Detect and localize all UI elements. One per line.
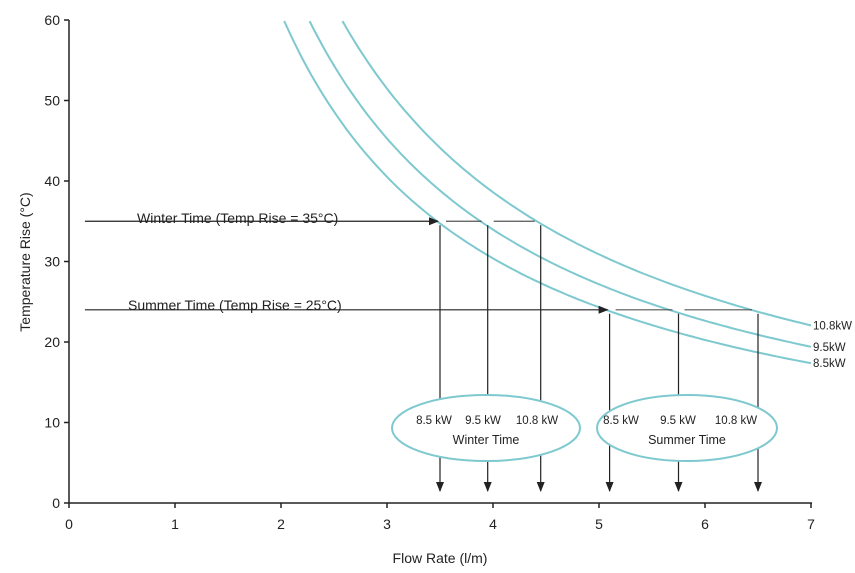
x-axis-title: Flow Rate (l/m) bbox=[393, 550, 488, 566]
y-ticks: 0 10 20 30 40 50 60 bbox=[44, 12, 69, 511]
x-tick-label: 3 bbox=[383, 516, 391, 532]
winter-oval-group: 8.5 kW 9.5 kW 10.8 kW Winter Time bbox=[391, 394, 581, 462]
x-tick-label: 6 bbox=[701, 516, 709, 532]
y-tick-label: 60 bbox=[44, 12, 60, 28]
winter-oval-label-108: 10.8 kW bbox=[516, 415, 558, 427]
x-tick-label: 0 bbox=[65, 516, 73, 532]
series-line-10.8kW bbox=[341, 20, 812, 327]
series-end-label: 9.5kW bbox=[813, 342, 846, 354]
summer-annotation-label: Summer Time (Temp Rise = 25°C) bbox=[128, 297, 342, 313]
series-curves: 8.5kW 9.5kW 10.8kW bbox=[283, 20, 852, 370]
series-end-label: 10.8kW bbox=[813, 320, 852, 332]
y-tick-label: 0 bbox=[52, 495, 60, 511]
summer-oval-label-85: 8.5 kW bbox=[603, 415, 639, 427]
summer-oval bbox=[596, 394, 778, 462]
y-tick-label: 10 bbox=[44, 415, 60, 431]
x-tick-label: 4 bbox=[489, 516, 497, 532]
x-tick-label: 5 bbox=[595, 516, 603, 532]
x-tick-label: 1 bbox=[171, 516, 179, 532]
winter-oval-label-85: 8.5 kW bbox=[416, 415, 452, 427]
winter-oval-title: Winter Time bbox=[453, 433, 520, 447]
y-axis-title: Temperature Rise (°C) bbox=[17, 192, 33, 331]
y-tick-label: 20 bbox=[44, 334, 60, 350]
x-ticks: 0 1 2 3 4 5 6 7 bbox=[65, 503, 815, 532]
summer-oval-label-108: 10.8 kW bbox=[715, 415, 757, 427]
series-line-8.5kW bbox=[283, 20, 812, 365]
y-tick-label: 40 bbox=[44, 173, 60, 189]
series-end-label: 8.5kW bbox=[813, 358, 846, 370]
winter-oval-label-95: 9.5 kW bbox=[465, 415, 501, 427]
summer-oval-group: 8.5 kW 9.5 kW 10.8 kW Summer Time bbox=[596, 394, 778, 462]
x-tick-label: 7 bbox=[807, 516, 815, 532]
winter-oval bbox=[391, 394, 581, 462]
y-tick-label: 30 bbox=[44, 254, 60, 270]
summer-oval-title: Summer Time bbox=[648, 433, 726, 447]
x-tick-label: 2 bbox=[277, 516, 285, 532]
y-tick-label: 50 bbox=[44, 93, 60, 109]
series-line-9.5kW bbox=[308, 20, 812, 348]
summer-oval-label-95: 9.5 kW bbox=[660, 415, 696, 427]
winter-annotation-label: Winter Time (Temp Rise = 35°C) bbox=[137, 210, 338, 226]
